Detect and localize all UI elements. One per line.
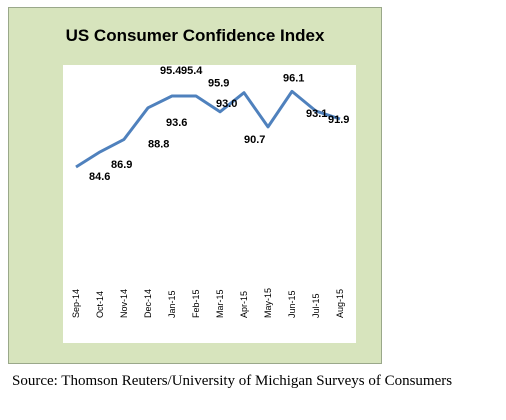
plot-area bbox=[63, 65, 356, 343]
data-label: 95.9 bbox=[208, 78, 229, 90]
x-tick-label: Oct-14 bbox=[95, 291, 105, 318]
data-label: 93.1 bbox=[306, 108, 327, 120]
x-tick-label: Aug-15 bbox=[335, 289, 345, 318]
x-tick-label: Mar-15 bbox=[215, 289, 225, 318]
x-tick-label: Apr-15 bbox=[239, 291, 249, 318]
data-label: 91.9 bbox=[328, 114, 349, 126]
x-tick-label: Jul-15 bbox=[311, 293, 321, 318]
x-tick-label: Jan-15 bbox=[167, 290, 177, 318]
data-label: 95.4 bbox=[181, 65, 203, 77]
x-tick-label: May-15 bbox=[263, 288, 273, 318]
source-note: Source: Thomson Reuters/University of Mi… bbox=[12, 373, 453, 389]
data-label: 95.4 bbox=[160, 65, 182, 77]
data-label: 84.6 bbox=[89, 171, 110, 183]
x-tick-label: Dec-14 bbox=[143, 289, 153, 318]
data-label: 86.9 bbox=[111, 159, 132, 171]
x-tick-label: Jun-15 bbox=[287, 290, 297, 318]
data-label: 88.8 bbox=[148, 138, 169, 150]
x-tick-label: Sep-14 bbox=[71, 289, 81, 318]
x-tick-label: Feb-15 bbox=[191, 289, 201, 318]
x-tick-label: Nov-14 bbox=[119, 289, 129, 318]
series-line bbox=[75, 89, 341, 169]
data-label: 90.7 bbox=[244, 134, 265, 146]
data-label: 96.1 bbox=[283, 72, 304, 84]
data-label: 93.6 bbox=[166, 117, 187, 129]
chart-title: US Consumer Confidence Index bbox=[65, 26, 325, 45]
data-label: 93.0 bbox=[216, 98, 237, 110]
